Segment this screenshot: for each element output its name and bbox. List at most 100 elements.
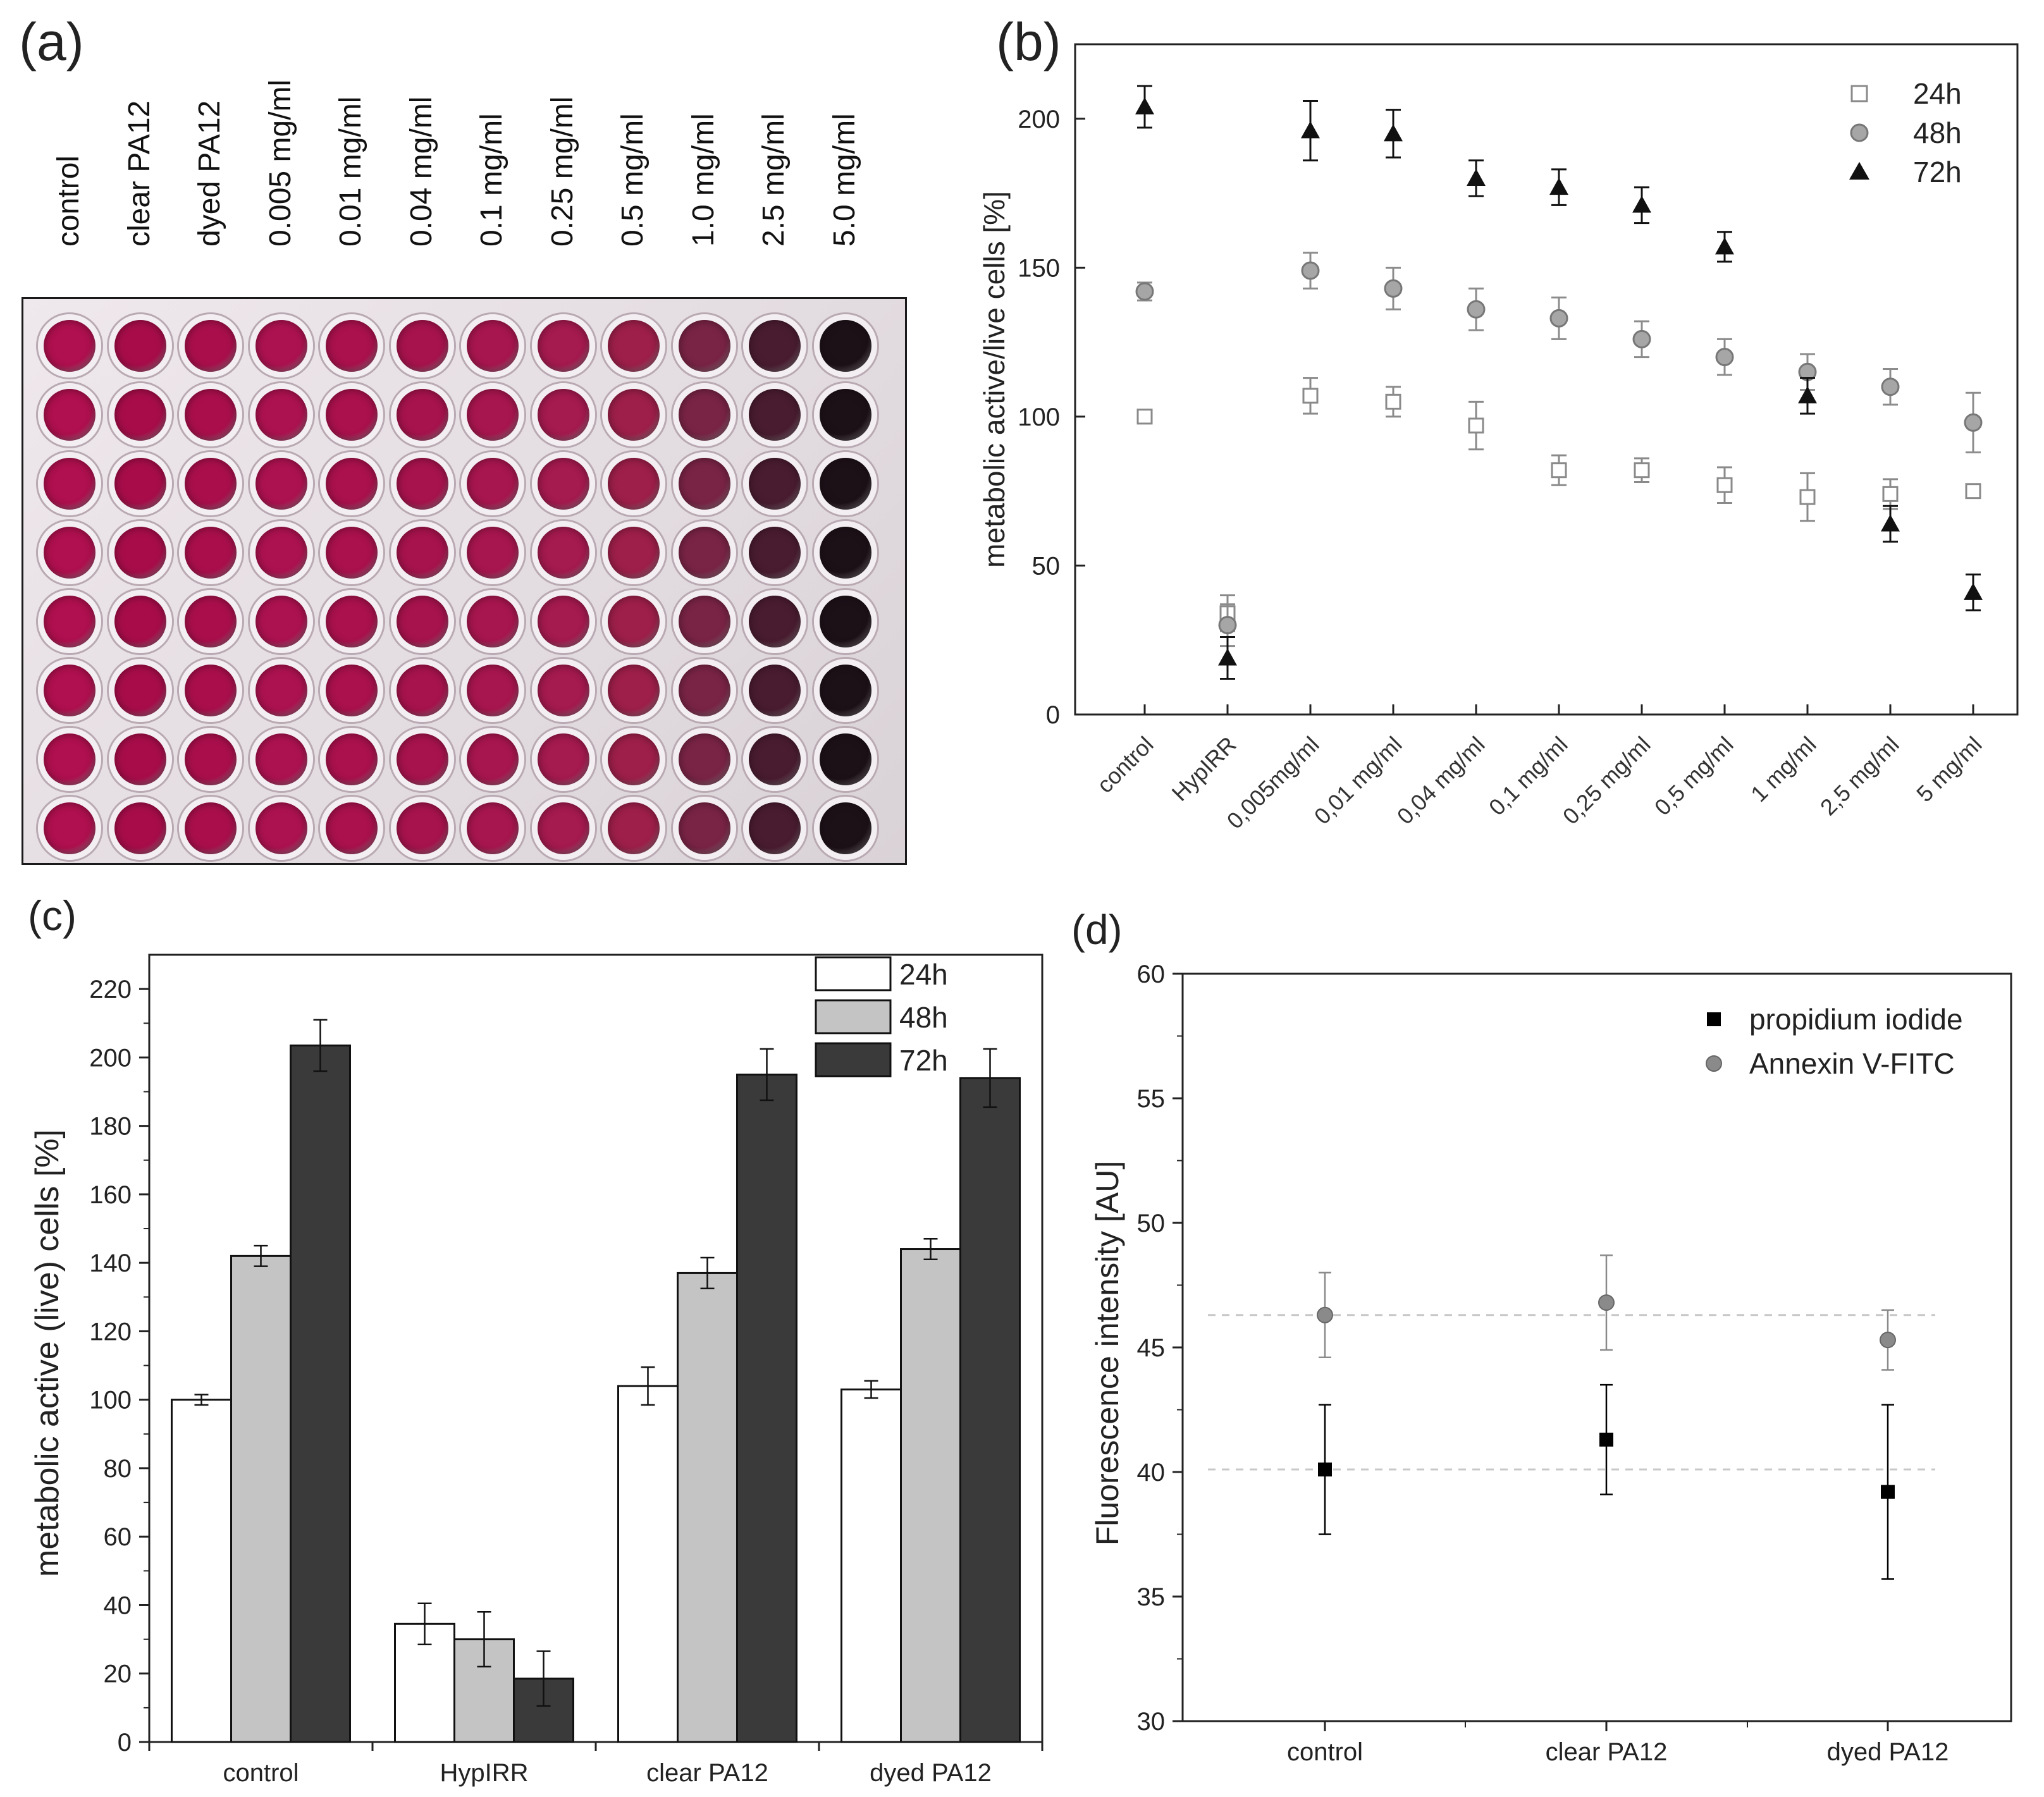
plate-column-label: 0.005 mg/ml — [263, 79, 297, 247]
data-point-48h — [1218, 616, 1237, 635]
y-tick-label: 140 — [89, 1249, 132, 1277]
legend-label: 72h — [899, 1044, 948, 1077]
plate-well — [249, 452, 313, 515]
data-point-24h — [1716, 477, 1733, 493]
plate-well — [249, 797, 313, 860]
plate-column-label: 0.04 mg/ml — [404, 96, 438, 247]
plate-well — [743, 590, 806, 653]
bar-48h — [900, 1248, 961, 1743]
plate-well — [813, 797, 877, 860]
plate-well — [108, 314, 172, 377]
plate-well — [743, 521, 806, 584]
plate-well — [108, 659, 172, 722]
x-tick-label: 5 mg/ml — [1911, 732, 1987, 807]
legend-label: 48h — [1913, 116, 1962, 149]
data-point-propidium-iodide — [1881, 1485, 1895, 1499]
bar-72h — [736, 1073, 797, 1743]
data-point-72h — [1301, 121, 1320, 138]
plate-well — [179, 383, 242, 446]
legend-label: propidium iodide — [1749, 1003, 1963, 1036]
plate-well — [743, 452, 806, 515]
plate-well — [179, 659, 242, 722]
plate-column-label: 2.5 mg/ml — [757, 113, 791, 247]
data-point-24h — [1136, 408, 1153, 425]
plate-well — [672, 728, 736, 791]
plate-well — [38, 590, 101, 653]
plate-column-label: 1.0 mg/ml — [686, 113, 720, 247]
chart-c-bar: 0 20 40 60 80 100 120 140 160 180 200 220 metabolic … — [29, 954, 1044, 1787]
bar-72h — [290, 1044, 351, 1743]
data-point-48h — [1301, 261, 1320, 280]
y-axis-label: metabolic active (live) cells [%] — [29, 1129, 66, 1577]
plate-well — [602, 452, 665, 515]
plate-well — [38, 728, 101, 791]
y-axis-label: Fluorescence intensity [AU] — [1090, 1161, 1125, 1546]
plate-well — [672, 590, 736, 653]
plate-well — [179, 314, 242, 377]
y-tick-label: 100 — [1018, 403, 1060, 431]
y-tick-label: 200 — [1018, 106, 1060, 133]
data-point-72h — [1881, 514, 1900, 532]
x-tick-label: dyed PA12 — [1827, 1738, 1949, 1766]
plate-well — [672, 797, 736, 860]
data-point-annexin — [1880, 1332, 1896, 1349]
y-tick-label: 45 — [1137, 1334, 1166, 1362]
plate-well — [743, 797, 806, 860]
plate-well — [813, 383, 877, 446]
plate-well — [461, 521, 524, 584]
y-tick-label: 120 — [89, 1318, 132, 1346]
y-tick-label: 50 — [1032, 552, 1061, 580]
plate-well — [602, 728, 665, 791]
chart-d-scatter: 30 35 40 45 50 55 60 Fluorescence intensity [AU… — [1090, 960, 2012, 1766]
x-tick-label: control — [1287, 1738, 1363, 1766]
plate-well — [461, 590, 524, 653]
plate-well — [179, 521, 242, 584]
plate-well — [179, 452, 242, 515]
plate-well — [743, 314, 806, 377]
data-point-72h — [1632, 195, 1651, 213]
y-tick-label: 160 — [89, 1181, 132, 1209]
data-point-48h — [1467, 300, 1486, 319]
plate-well — [320, 659, 383, 722]
x-tick-label: control — [1092, 732, 1158, 798]
plate-well — [531, 659, 595, 722]
data-point-24h — [1551, 462, 1567, 479]
plate-column-label: dyed PA12 — [193, 100, 226, 247]
panel-c-label: (c) — [28, 892, 77, 939]
plate-well — [672, 521, 736, 584]
data-point-annexin — [1317, 1306, 1333, 1323]
plate-well — [179, 728, 242, 791]
y-tick-label: 220 — [89, 976, 132, 1003]
y-tick-label: 200 — [89, 1044, 132, 1072]
well-plate-photo — [22, 297, 907, 865]
plate-well — [813, 659, 877, 722]
plate-well — [320, 452, 383, 515]
plate-well — [320, 728, 383, 791]
plate-column-label: 0.5 mg/ml — [616, 113, 650, 247]
plate-well — [108, 797, 172, 860]
plate-well — [672, 383, 736, 446]
data-point-24h — [1468, 417, 1484, 434]
data-point-48h — [1715, 348, 1734, 367]
plate-well — [531, 797, 595, 860]
x-tick-label: 0,25 mg/ml — [1558, 732, 1656, 830]
data-point-24h — [1799, 489, 1816, 505]
y-tick-label: 0 — [1046, 701, 1060, 729]
plate-well — [390, 383, 454, 446]
bar-24h — [617, 1385, 679, 1743]
panel-a-label: (a) — [19, 12, 84, 71]
x-tick-label: HypIRR — [440, 1759, 528, 1787]
plate-well — [531, 314, 595, 377]
plate-well — [743, 383, 806, 446]
plate-well — [390, 659, 454, 722]
plate-well — [390, 314, 454, 377]
y-tick-label: 50 — [1137, 1210, 1166, 1237]
plate-well — [390, 521, 454, 584]
plate-well — [179, 590, 242, 653]
legend-marker-24h — [1850, 85, 1868, 102]
x-tick-label: 2,5 mg/ml — [1815, 732, 1904, 821]
bar-24h — [171, 1399, 232, 1743]
plate-well — [672, 659, 736, 722]
bar-72h — [959, 1077, 1021, 1743]
y-tick-label: 30 — [1137, 1708, 1166, 1736]
